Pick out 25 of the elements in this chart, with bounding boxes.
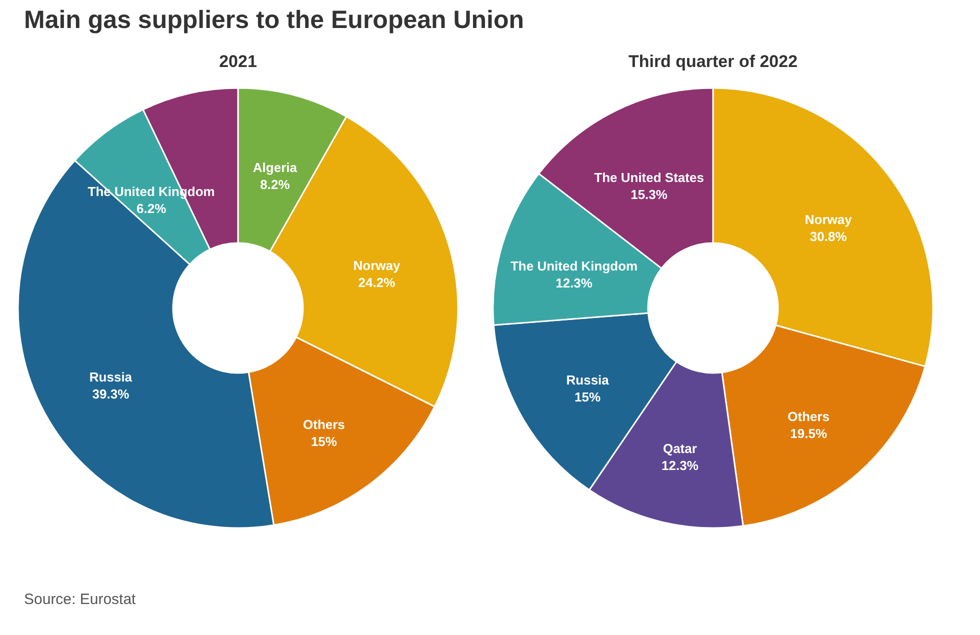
slice-label: Russia — [566, 372, 610, 388]
data-label: 39.3% — [92, 386, 130, 402]
chart-title: Main gas suppliers to the European Union — [24, 6, 524, 35]
slice-label: Algeria — [252, 160, 298, 175]
data-label: 12.3% — [662, 458, 699, 474]
slice-label: Norway — [804, 212, 853, 228]
data-label: 6.2% — [136, 200, 167, 216]
data-label: 8.2% — [260, 176, 290, 192]
data-label: 30.8% — [810, 229, 848, 244]
slice-label: Others — [303, 416, 345, 432]
data-label: 12.3% — [556, 276, 593, 291]
chart-subtitle: Third quarter of 2022 — [628, 52, 798, 71]
data-label: 15% — [310, 434, 338, 449]
chart-subtitle: 2021 — [219, 52, 257, 71]
data-label: 24.2% — [358, 274, 396, 290]
slice-label: The United Kingdom — [510, 258, 638, 274]
data-label: 19.5% — [790, 426, 828, 442]
slice-label: Qatar — [662, 441, 697, 456]
slice-label: The United States — [594, 170, 704, 185]
data-label: 15.3% — [630, 186, 668, 202]
slice-label: Others — [788, 409, 830, 424]
slice-label: Russia — [89, 369, 133, 384]
slice-label: Norway — [353, 258, 401, 273]
source-note: Source: Eurostat — [24, 591, 136, 608]
data-label: 15% — [574, 390, 602, 405]
